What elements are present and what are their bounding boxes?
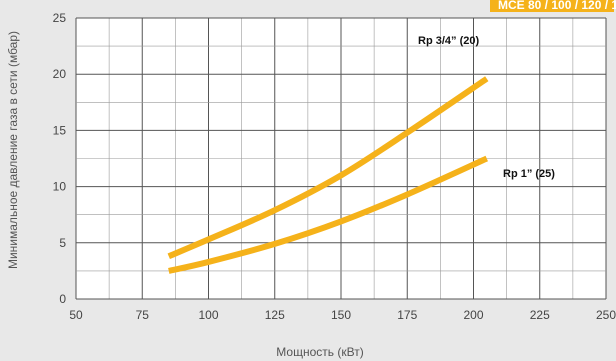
x-tick-labels: 50 75 100 125 150 175 200 225 250 (69, 308, 616, 322)
y-tick-label: 25 (53, 11, 67, 25)
x-tick-label: 225 (530, 308, 550, 322)
x-tick-label: 125 (265, 308, 285, 322)
series-label-rp1: Rp 1” (25) (503, 168, 555, 180)
y-tick-label: 20 (53, 67, 67, 81)
model-badge-bg (490, 0, 614, 12)
model-badge: MCE 80 / 100 / 120 / 140 / 160 / 180 / 2… (490, 0, 616, 12)
series-line-0 (167, 76, 489, 260)
model-badge-text: MCE 80 / 100 / 120 / 140 / 160 / 180 / 2… (498, 0, 616, 12)
y-tick-label: 0 (59, 292, 66, 306)
y-tick-labels: 0 5 10 15 20 25 (53, 11, 67, 306)
x-tick-label: 100 (198, 308, 218, 322)
x-tick-label: 75 (136, 308, 150, 322)
x-tick-label: 175 (397, 308, 417, 322)
y-axis-title: Минимальное давление газа в сети (мбар) (6, 31, 20, 269)
x-tick-label: 50 (69, 308, 83, 322)
series-lines (167, 76, 489, 274)
series-line-1 (168, 155, 488, 274)
y-tick-label: 10 (53, 180, 67, 194)
x-tick-label: 250 (596, 308, 616, 322)
grid-horizontal (76, 17, 606, 300)
x-tick-label: 150 (331, 308, 351, 322)
x-tick-label: 200 (463, 308, 483, 322)
x-axis-title: Мощность (кВт) (276, 345, 363, 359)
y-tick-label: 15 (53, 123, 67, 137)
series-label-rp34: Rp 3/4” (20) (418, 35, 479, 47)
y-tick-label: 5 (59, 236, 66, 250)
